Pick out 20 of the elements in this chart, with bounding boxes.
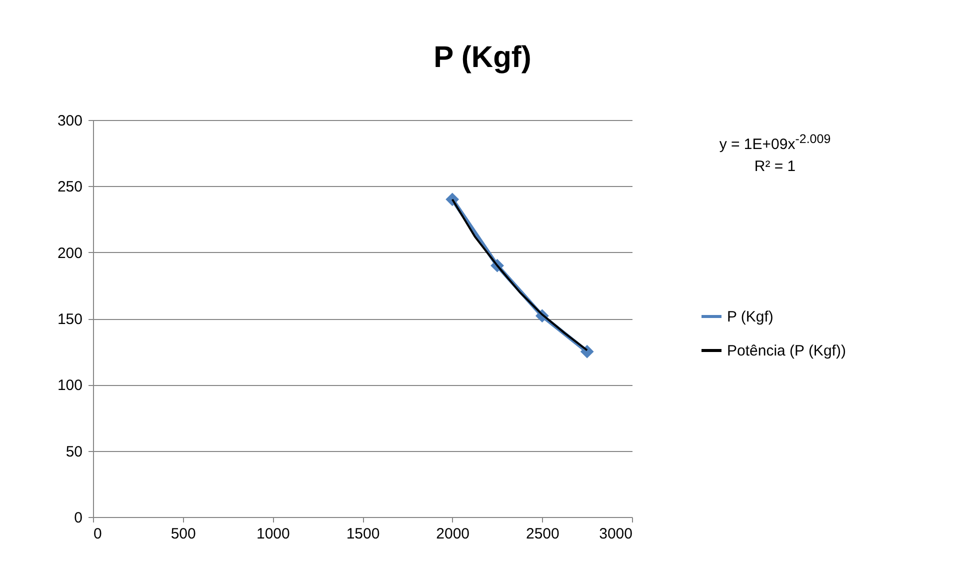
y-tick-label: 50 <box>66 443 82 460</box>
chart-title: P (Kgf) <box>434 41 532 74</box>
legend-label: P (Kgf) <box>727 308 774 326</box>
x-tick-label: 500 <box>170 526 196 542</box>
x-tick-label: 2500 <box>526 526 560 542</box>
x-tick-label: 3000 <box>599 526 632 542</box>
y-tick-label: 100 <box>57 377 82 394</box>
x-tick-label: 2000 <box>436 526 470 542</box>
y-tick-label: 250 <box>57 178 82 196</box>
text: R² = 1 <box>753 157 797 177</box>
x-tick-label: 1500 <box>346 526 380 542</box>
y-tick-label: 0 <box>74 510 82 526</box>
y-tick-label: 150 <box>57 311 82 328</box>
point <box>580 344 594 358</box>
y-tick-label: 200 <box>57 244 82 262</box>
text: y = 1E+09x$^{-2.009}$ <box>718 131 832 155</box>
x-tick-label: 1000 <box>256 526 290 542</box>
legend-label: Potência (P (Kgf)) <box>727 342 846 360</box>
x-tick-label: 0 <box>94 526 102 542</box>
y-tick-label: 300 <box>57 112 82 130</box>
